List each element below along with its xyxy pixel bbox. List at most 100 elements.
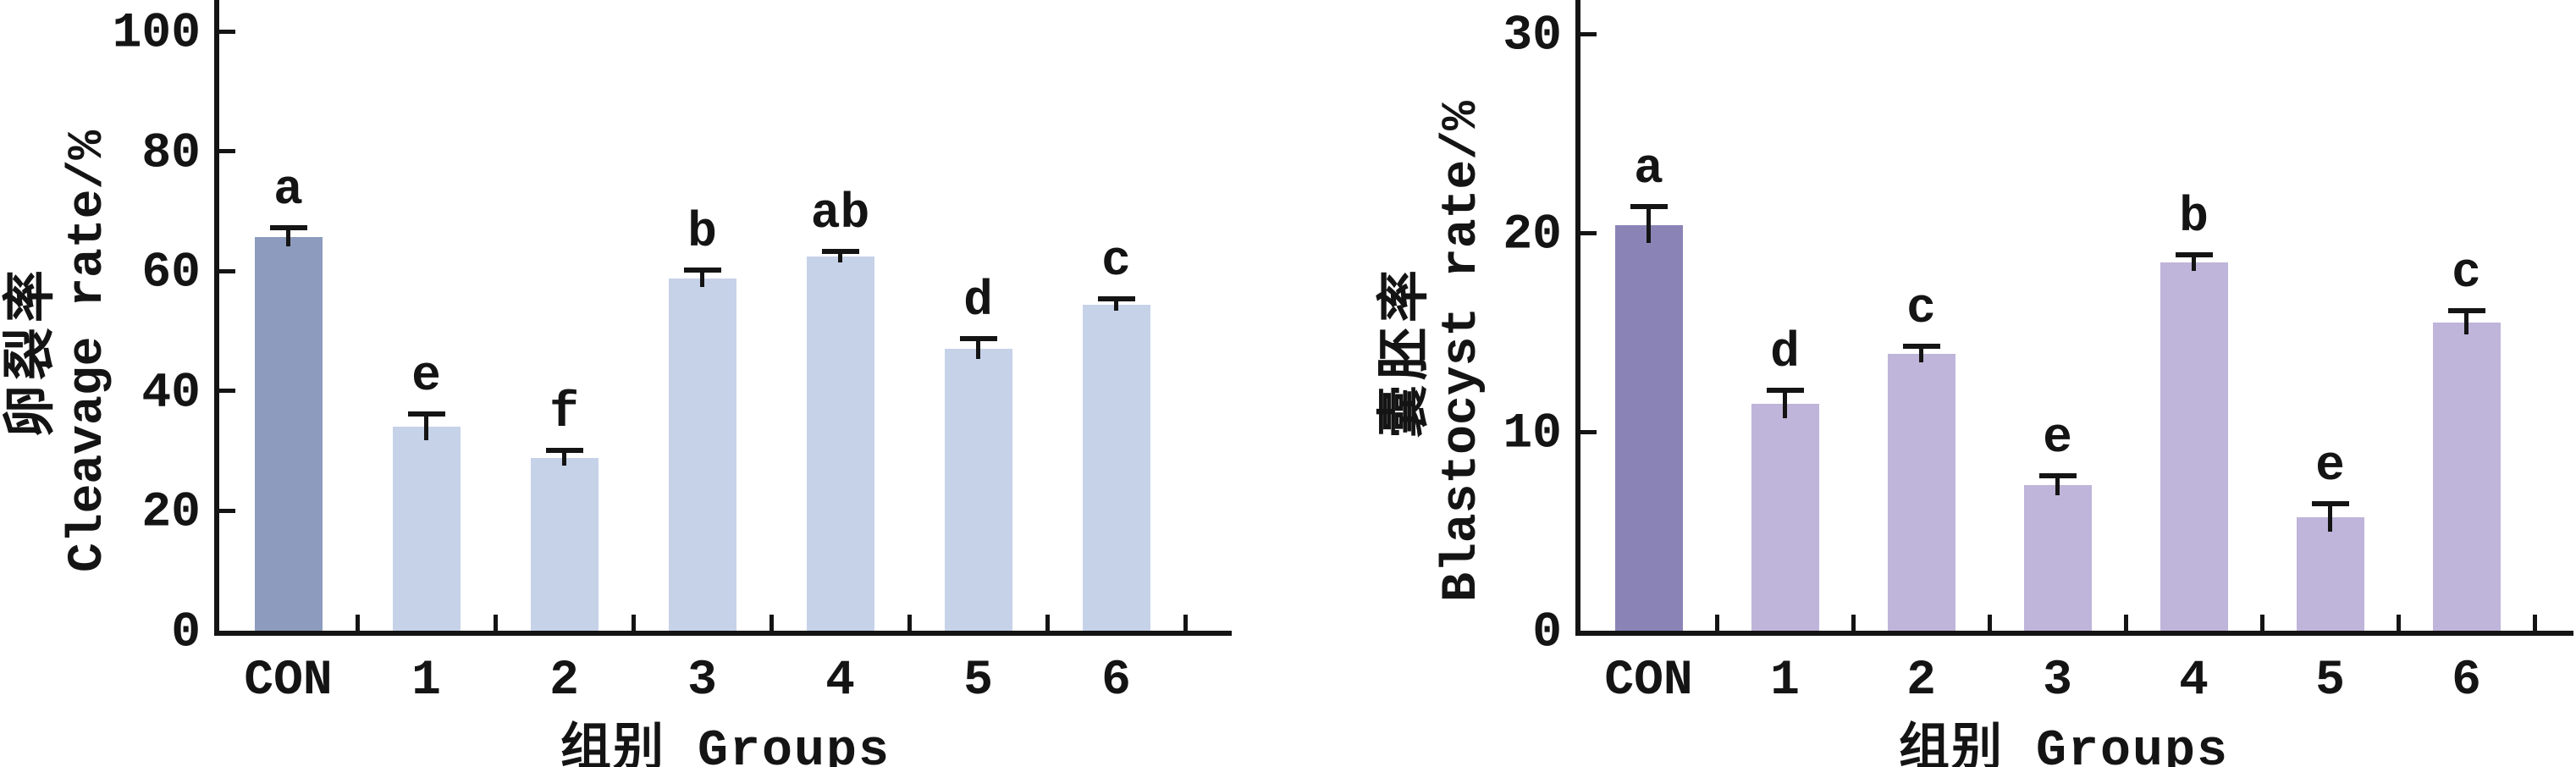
y-axis-label-english: Cleavage rate/%	[61, 130, 117, 573]
y-tick-label: 0	[1532, 605, 1562, 661]
error-bar	[286, 227, 290, 247]
error-bar	[1114, 298, 1118, 311]
y-tick-label: 80	[141, 126, 201, 182]
x-tick-label: 2	[549, 654, 579, 709]
error-bar	[424, 413, 428, 440]
x-axis-label: 组别 Groups	[560, 723, 891, 767]
bar-1	[392, 427, 461, 631]
error-bar	[1919, 345, 1923, 362]
bar-3	[2023, 485, 2092, 631]
x-tick-label: 2	[1906, 654, 1936, 709]
x-tick-label: 4	[2179, 654, 2209, 709]
y-tick-label: 20	[1503, 207, 1562, 263]
bar-1	[1751, 404, 1819, 631]
error-bar-cap	[959, 335, 997, 341]
significance-letter: c	[1906, 281, 1936, 337]
bar-CON	[1614, 224, 1683, 631]
significance-letter: b	[2179, 190, 2209, 246]
error-bar	[976, 338, 980, 359]
error-bar-cap	[683, 267, 721, 273]
x-tick-label: 6	[2452, 654, 2481, 709]
y-tick-label: 60	[141, 246, 201, 301]
y-tick-mark	[1580, 31, 1597, 36]
x-tick-mark	[1851, 615, 1856, 631]
error-bar-cap	[2311, 500, 2349, 506]
error-bar-cap	[2175, 251, 2213, 257]
x-tick-mark	[769, 615, 774, 631]
y-tick-mark	[219, 508, 235, 513]
y-axis-label: 囊胚率 Blastocyst rate/%	[1377, 101, 1491, 602]
error-bar	[2328, 503, 2332, 532]
x-tick-label: 5	[2315, 654, 2345, 709]
error-bar-cap	[1766, 387, 1804, 393]
x-tick-mark	[2123, 615, 2128, 631]
x-tick-mark	[1183, 615, 1188, 631]
y-tick-label: 20	[141, 485, 201, 541]
bar-6	[2432, 322, 2501, 631]
bar-2	[1887, 354, 1955, 631]
significance-letter: a	[273, 163, 303, 218]
x-tick-mark	[1987, 615, 1992, 631]
significance-letter: b	[687, 205, 717, 261]
error-bar-cap	[821, 248, 859, 254]
bar-5	[2296, 517, 2364, 631]
plot-area: a d c e b e c	[1575, 0, 2573, 636]
x-tick-label: 3	[2043, 654, 2072, 709]
y-tick-label: 30	[1503, 8, 1562, 64]
x-tick-mark	[2396, 615, 2401, 631]
x-axis-label: 组别 Groups	[1898, 723, 2230, 767]
x-tick-label: 5	[963, 654, 993, 709]
y-axis-label-chinese: 卵裂率	[3, 265, 64, 439]
bar-CON	[254, 236, 323, 631]
y-axis-label-english: Blastocyst rate/%	[1435, 101, 1491, 602]
y-tick-mark	[219, 29, 235, 34]
error-bar	[2464, 310, 2468, 334]
error-bar	[1783, 389, 1787, 418]
y-tick-label: 10	[1503, 406, 1562, 462]
error-bar-cap	[2038, 472, 2077, 478]
y-tick-mark	[219, 149, 235, 154]
error-bar-cap	[545, 447, 583, 453]
significance-letter: e	[2315, 439, 2345, 494]
x-tick-label: 1	[411, 654, 441, 709]
y-tick-mark	[1580, 230, 1597, 235]
x-tick-mark	[907, 615, 912, 631]
y-axis-label: 卵裂率 Cleavage rate/%	[3, 130, 117, 573]
significance-letter: ab	[810, 186, 870, 242]
plot-area: a e f b ab d c	[214, 0, 1232, 636]
x-tick-mark	[1045, 615, 1050, 631]
y-tick-label: 40	[141, 366, 201, 422]
error-bar	[562, 450, 566, 466]
y-tick-label: 0	[171, 605, 201, 661]
error-bar	[2055, 475, 2060, 496]
x-tick-label: 1	[1770, 654, 1800, 709]
x-tick-label: 3	[687, 654, 717, 709]
x-tick-label: CON	[244, 654, 333, 709]
error-bar-cap	[1097, 295, 1135, 301]
error-bar-cap	[1902, 343, 1940, 349]
y-axis-label-chinese: 囊胚率	[1377, 264, 1438, 439]
y-tick-mark	[219, 268, 235, 273]
error-bar	[2192, 254, 2196, 271]
x-tick-mark	[493, 615, 498, 631]
error-bar-cap	[2447, 307, 2485, 313]
error-bar	[700, 269, 704, 287]
significance-letter: d	[963, 273, 993, 329]
bar-4	[806, 257, 874, 631]
y-tick-mark	[1580, 429, 1597, 434]
y-tick-mark	[219, 389, 235, 394]
x-tick-mark	[1714, 615, 1719, 631]
significance-letter: f	[549, 385, 579, 441]
error-bar-cap	[407, 411, 445, 417]
error-bar	[838, 251, 842, 262]
significance-letter: e	[2043, 411, 2072, 466]
significance-letter: e	[411, 349, 441, 405]
significance-letter: d	[1770, 325, 1800, 381]
x-tick-mark	[2532, 615, 2537, 631]
bar-5	[944, 348, 1012, 631]
x-tick-mark	[2259, 615, 2264, 631]
bar-2	[530, 458, 598, 631]
